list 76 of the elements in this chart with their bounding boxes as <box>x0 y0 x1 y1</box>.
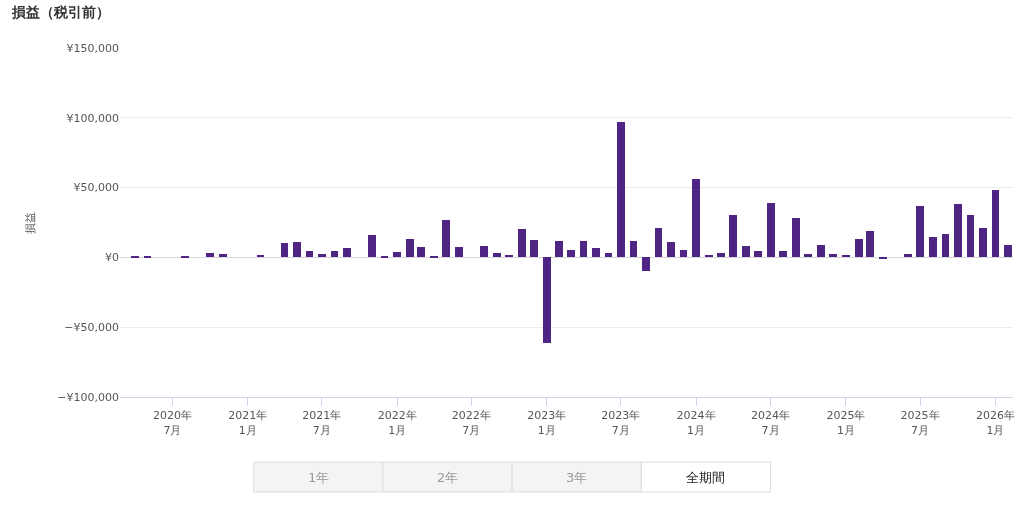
bar <box>318 254 326 257</box>
bar <box>442 220 450 257</box>
chart-title: 損益（税引前） <box>11 4 111 21</box>
bar <box>493 253 501 257</box>
x-tick-label: 2024年 7月 <box>751 409 791 437</box>
text: 3年 <box>566 470 588 485</box>
bar <box>206 253 214 257</box>
bar <box>530 240 538 257</box>
bar <box>767 203 775 257</box>
bar <box>306 251 313 257</box>
bar <box>804 254 812 257</box>
bar <box>655 228 662 257</box>
x-tick-label: 2026年 1月 <box>975 409 1015 437</box>
x-tick-label: 2023年 7月 <box>601 409 641 437</box>
bar <box>605 253 612 257</box>
bar <box>929 237 937 257</box>
y-tick-label: ¥150,000 <box>66 41 119 55</box>
bar <box>792 218 800 257</box>
bar <box>754 251 762 257</box>
bar <box>916 206 924 257</box>
bar <box>455 247 463 257</box>
bar <box>855 239 863 257</box>
text: 2年 <box>437 470 459 485</box>
bar <box>555 241 563 257</box>
bar <box>779 251 787 257</box>
bar <box>992 190 999 257</box>
x-tick-label: 2022年 7月 <box>451 409 491 437</box>
y-tick-label: −¥100,000 <box>57 390 119 404</box>
y-tick-label: ¥100,000 <box>66 111 119 125</box>
bar <box>281 243 288 257</box>
bar <box>680 250 687 257</box>
bar <box>406 239 414 257</box>
bar <box>817 245 825 257</box>
bar <box>580 241 587 257</box>
x-tick-label: 2022年 1月 <box>377 409 417 437</box>
bar <box>642 257 650 271</box>
bar <box>393 252 401 257</box>
bar <box>904 254 912 257</box>
bar <box>417 247 425 257</box>
bar <box>979 228 987 257</box>
bar <box>567 250 575 257</box>
bar <box>543 257 551 343</box>
y-tick-label: ¥0 <box>105 251 119 265</box>
bar <box>667 242 675 257</box>
bar <box>592 248 600 257</box>
bar <box>368 235 376 257</box>
bar <box>717 253 725 257</box>
bar <box>518 229 526 257</box>
bar <box>942 234 949 257</box>
y-axis-title: 損益 <box>23 211 37 234</box>
x-tick-label: 2021年 7月 <box>302 409 342 437</box>
x-tick-label: 2020年 7月 <box>152 409 192 437</box>
bar <box>954 204 962 257</box>
text: 全期間 <box>686 470 725 485</box>
bar <box>343 248 351 257</box>
x-tick-label: 2024年 1月 <box>676 409 716 437</box>
bar <box>829 254 837 257</box>
x-tick-label: 2023年 1月 <box>527 409 567 437</box>
y-tick-label: −¥50,000 <box>64 321 119 335</box>
x-tick-label: 2021年 1月 <box>228 409 268 437</box>
bar <box>480 246 488 257</box>
bar <box>1004 245 1012 257</box>
bar <box>866 231 874 257</box>
bar <box>617 122 625 257</box>
text: 1年 <box>308 470 330 485</box>
bar <box>967 215 974 257</box>
bar <box>331 251 338 257</box>
bar <box>293 242 301 257</box>
y-tick-label: ¥50,000 <box>73 181 119 195</box>
x-tick-label: 2025年 1月 <box>826 409 866 437</box>
x-tick-label: 2025年 7月 <box>900 409 940 437</box>
bar <box>630 241 637 257</box>
bar <box>219 254 227 257</box>
bar <box>742 246 750 257</box>
bar <box>692 179 700 257</box>
bar <box>729 215 737 257</box>
